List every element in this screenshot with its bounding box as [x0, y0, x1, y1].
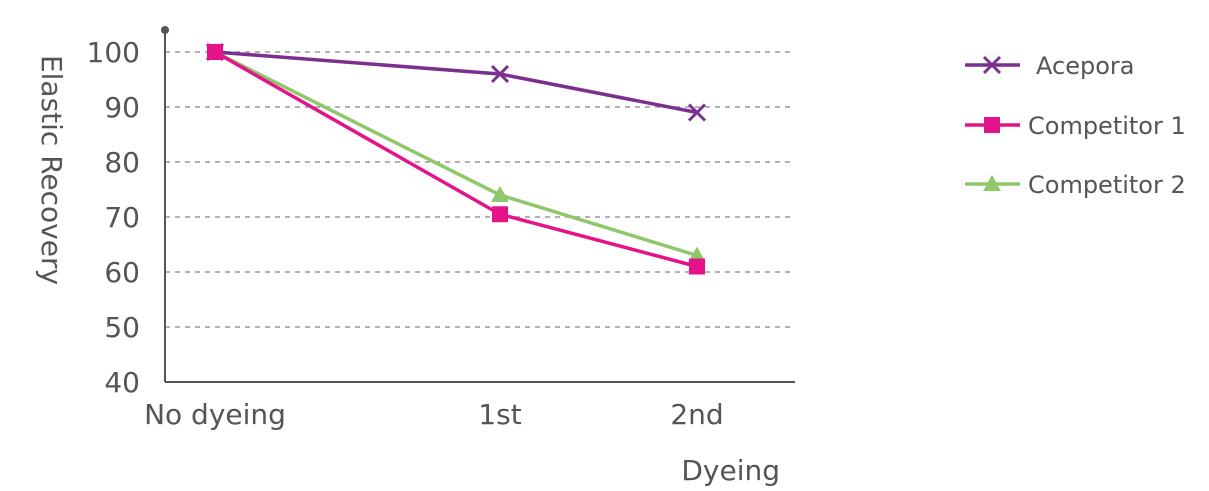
axes	[161, 26, 795, 383]
legend-marker	[982, 55, 1002, 75]
data-point	[490, 64, 510, 84]
y-tick-label: 90	[104, 91, 140, 124]
x-marker-stroke	[982, 55, 1002, 75]
x-tick-labels: No dyeing 1st 2nd	[144, 398, 724, 431]
y-tick-label: 70	[104, 201, 140, 234]
data-point	[689, 258, 705, 275]
y-tick-label: 50	[104, 311, 140, 344]
x-marker-stroke	[687, 103, 707, 122]
legend-item: Acepora	[965, 52, 1134, 80]
legend: Acepora Competitor 1 Competitor 2	[965, 52, 1186, 199]
series-lines	[205, 42, 707, 275]
series-line	[214, 50, 698, 115]
series-competitor-2	[206, 43, 706, 263]
legend-marker	[984, 117, 1000, 133]
data-point	[492, 206, 508, 223]
x-tick-label: No dyeing	[144, 398, 286, 431]
legend-label: Acepora	[1036, 52, 1134, 80]
grid-lines	[165, 51, 795, 328]
legend-item: Competitor 1	[965, 112, 1186, 140]
series-competitor-1	[207, 44, 705, 275]
y-tick-label: 60	[104, 256, 140, 289]
y-tick-label: 80	[104, 146, 140, 179]
x-tick-label: 2nd	[670, 398, 723, 431]
x-axis-title: Dyeing	[681, 454, 780, 487]
y-axis-title: Elastic Recovery	[35, 55, 68, 285]
data-point	[491, 186, 509, 202]
series-line	[214, 50, 698, 258]
data-point	[687, 103, 707, 122]
y-tick-label: 100	[87, 36, 140, 69]
y-tick-labels: 40 50 60 70 80 90 100	[87, 36, 140, 399]
legend-label: Competitor 1	[1028, 112, 1186, 140]
y-tick-label: 40	[104, 366, 140, 399]
x-marker-stroke	[490, 64, 510, 84]
legend-marker	[983, 175, 1001, 191]
series-acepora	[205, 42, 707, 122]
legend-item: Competitor 2	[965, 171, 1186, 199]
x-tick-label: 1st	[478, 398, 521, 431]
y-axis-cap	[161, 26, 169, 34]
data-point	[207, 44, 223, 60]
legend-label: Competitor 2	[1028, 171, 1186, 199]
